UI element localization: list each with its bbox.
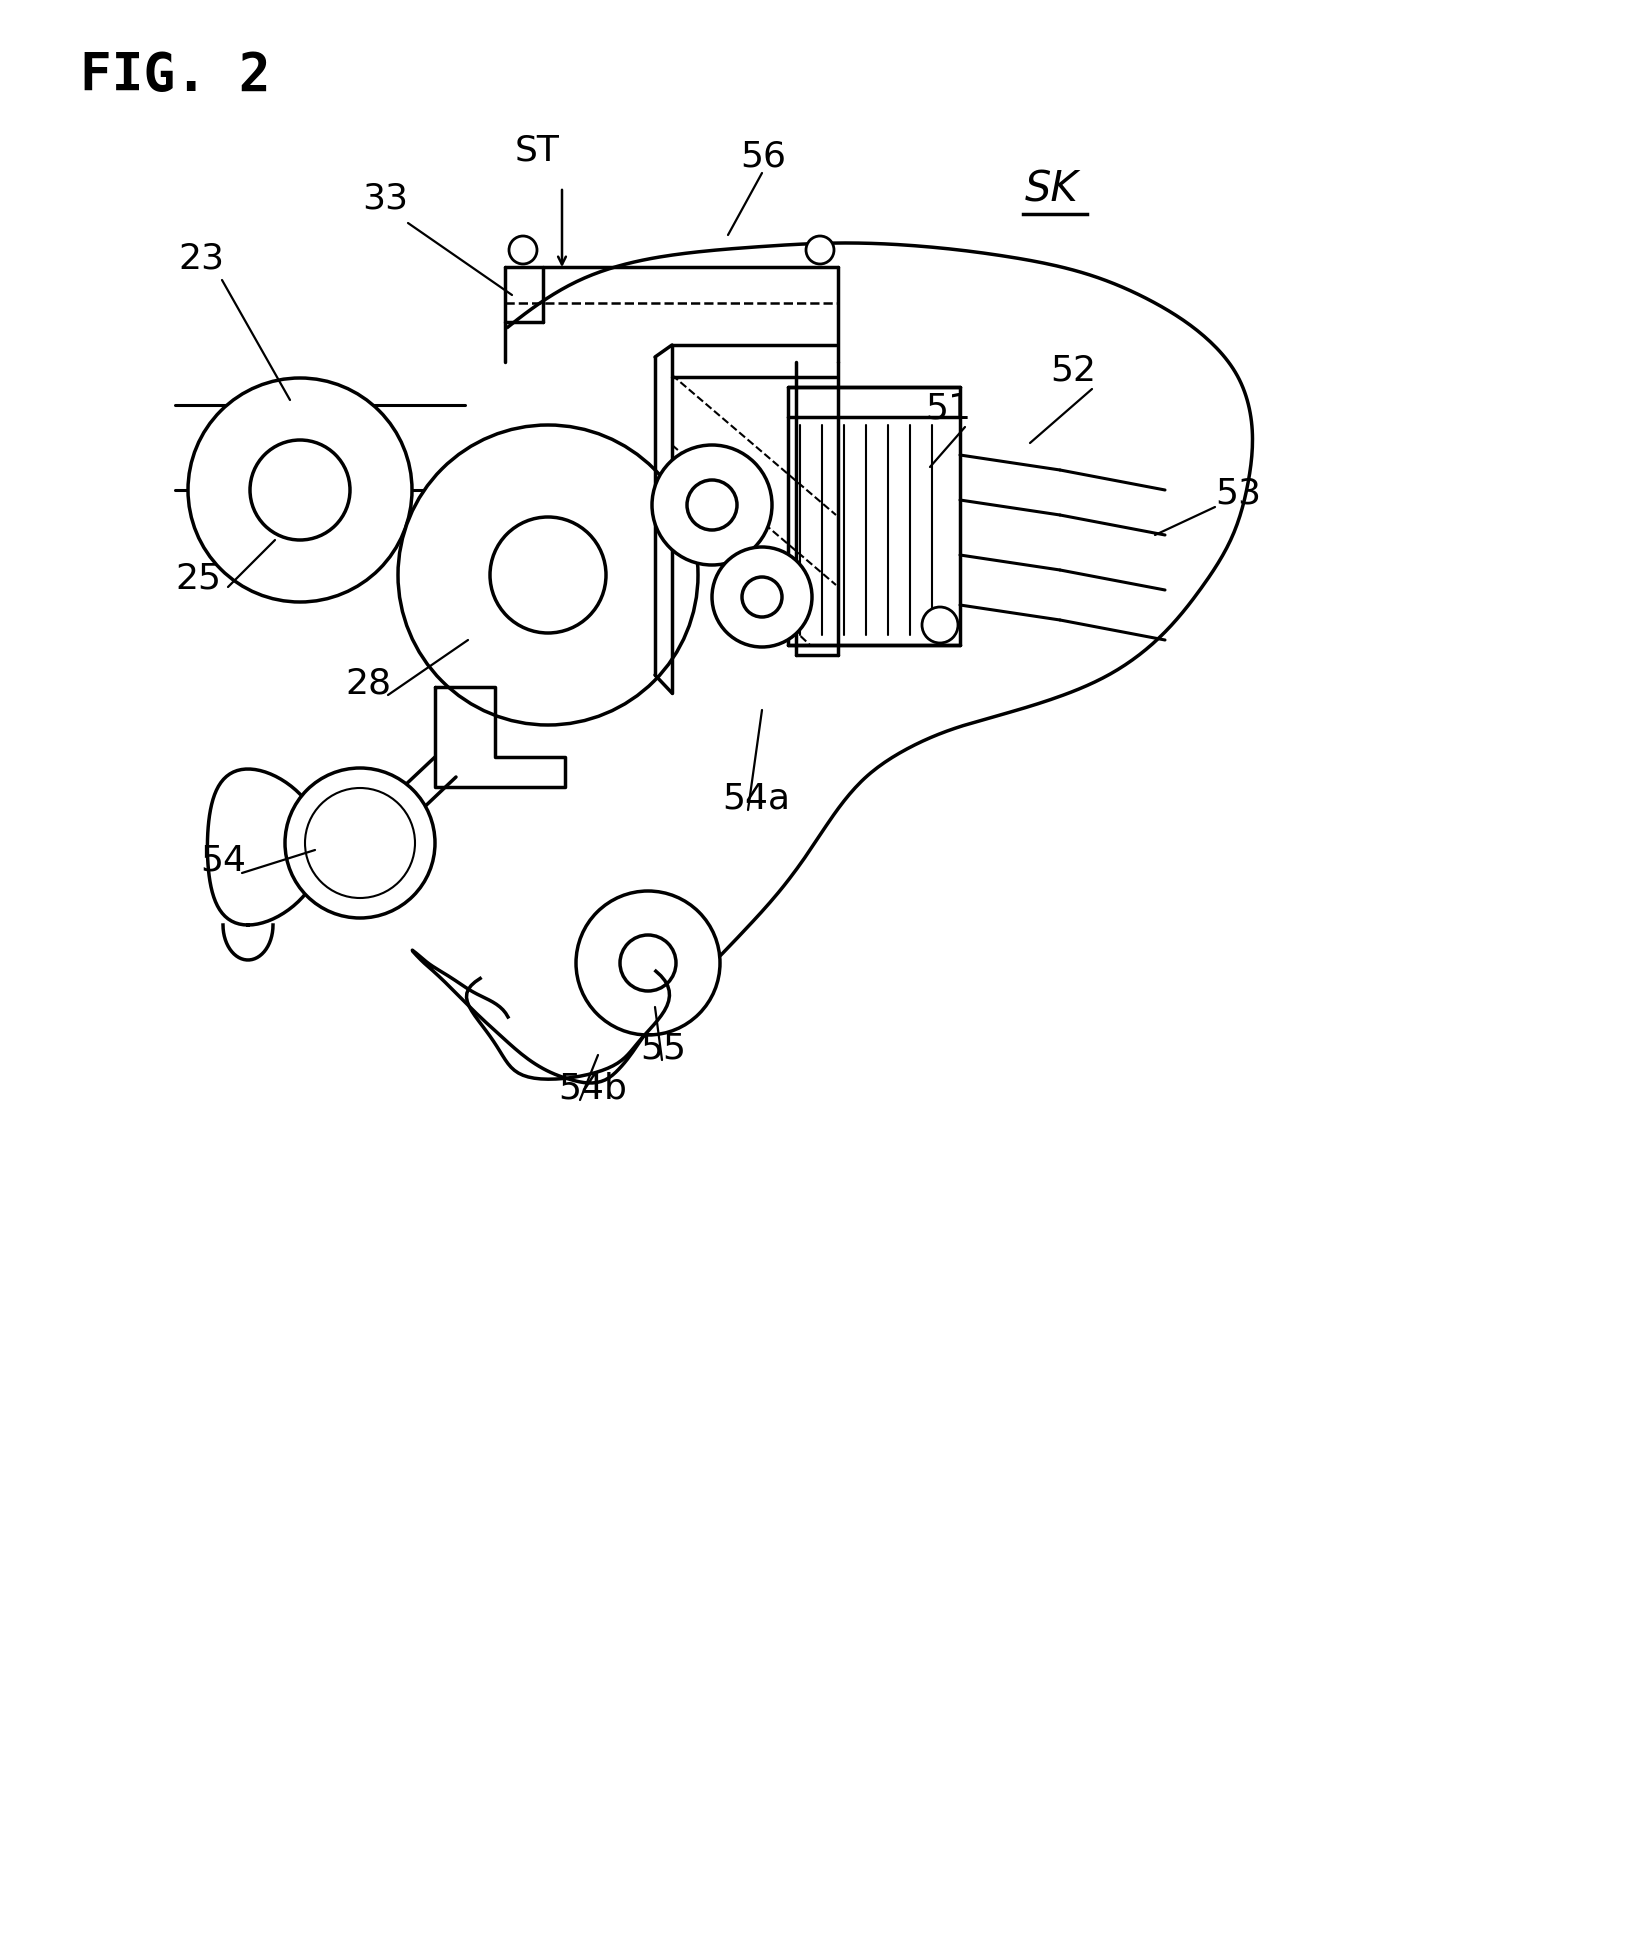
Text: 33: 33 [361, 182, 407, 215]
Circle shape [806, 236, 834, 263]
Text: 54b: 54b [558, 1070, 627, 1105]
Text: 25: 25 [176, 561, 222, 594]
Text: 56: 56 [741, 139, 787, 172]
Circle shape [509, 236, 537, 263]
Text: 55: 55 [640, 1031, 686, 1064]
Circle shape [286, 768, 435, 917]
Text: 51: 51 [924, 391, 970, 426]
Text: SK: SK [1025, 168, 1079, 211]
Circle shape [305, 788, 415, 898]
Circle shape [686, 480, 737, 530]
Circle shape [187, 377, 412, 602]
Text: 53: 53 [1215, 476, 1261, 511]
Text: 54a: 54a [722, 782, 790, 815]
Text: 23: 23 [177, 242, 223, 275]
Text: 54: 54 [200, 844, 246, 877]
Circle shape [489, 517, 606, 633]
Circle shape [713, 548, 813, 646]
Text: FIG. 2: FIG. 2 [80, 50, 271, 103]
Circle shape [621, 935, 677, 991]
Circle shape [923, 608, 957, 642]
Text: 28: 28 [345, 666, 391, 700]
Circle shape [742, 577, 782, 617]
Circle shape [576, 890, 719, 1035]
Text: 52: 52 [1049, 352, 1095, 387]
Circle shape [397, 426, 698, 726]
Circle shape [652, 445, 772, 565]
Circle shape [328, 811, 392, 875]
Circle shape [250, 439, 350, 540]
Text: ST: ST [516, 134, 560, 166]
